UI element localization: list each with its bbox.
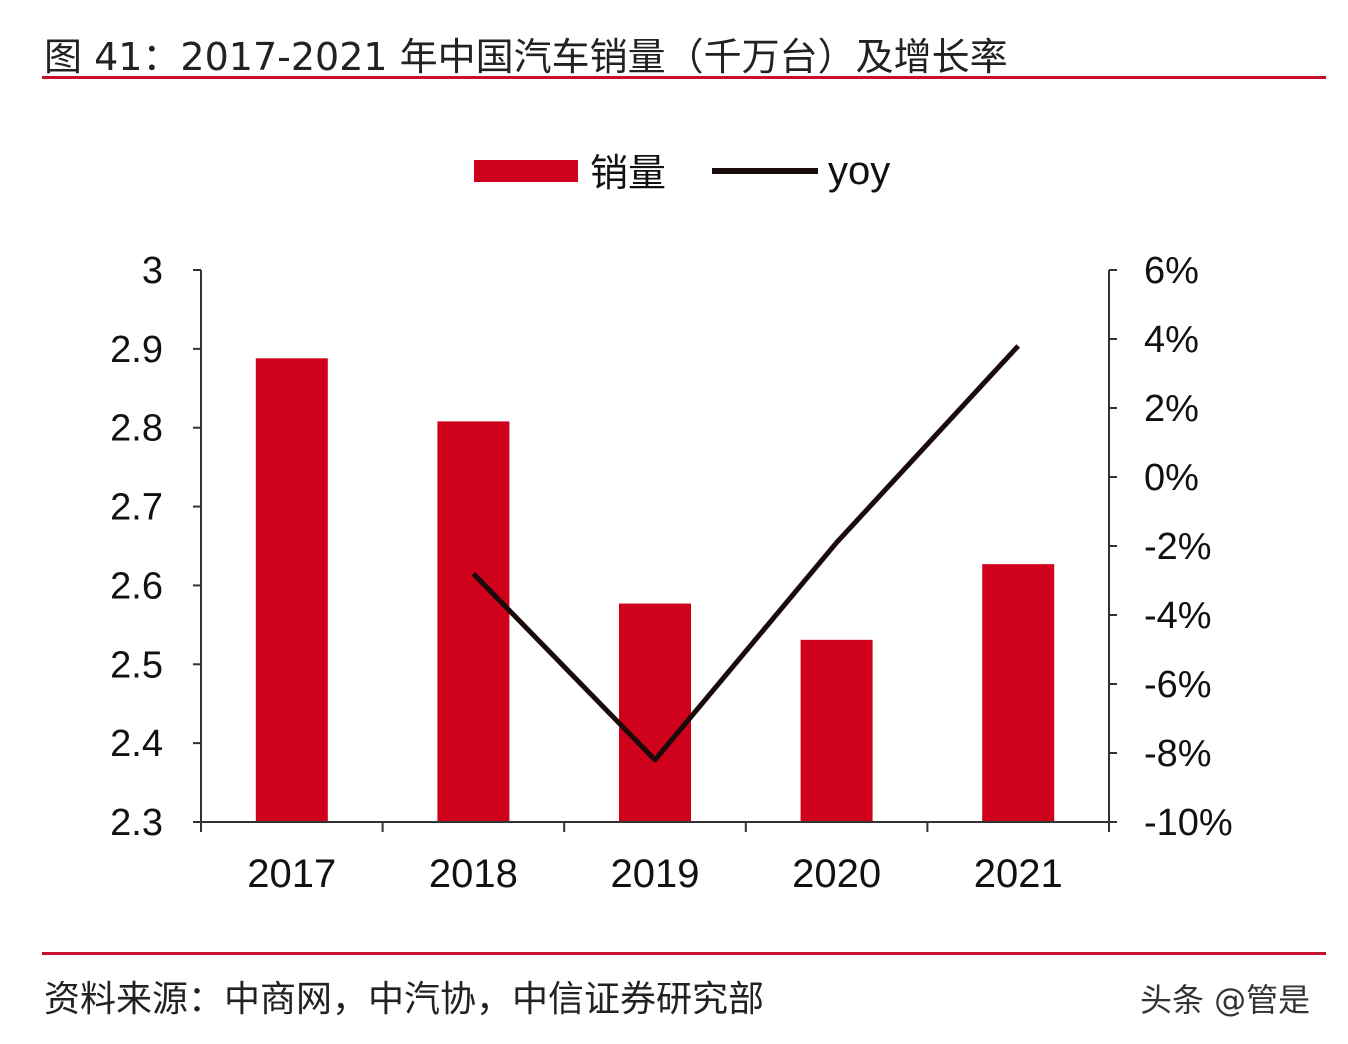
yoy-line [471, 344, 1021, 763]
left-tick-label: 2.9 [110, 329, 163, 371]
left-tick-label: 2.4 [110, 723, 163, 765]
right-tick-label: 6% [1144, 250, 1199, 292]
bar-2018 [437, 421, 510, 822]
right-tick-label: -10% [1144, 802, 1233, 844]
bottom-divider [42, 952, 1326, 955]
left-tick-label: 2.7 [110, 487, 163, 529]
right-tick-label: 4% [1144, 319, 1199, 361]
chart-title: 图 41：2017-2021 年中国汽车销量（千万台）及增长率 [44, 35, 1008, 79]
x-tick-label: 2020 [792, 852, 881, 896]
x-tick-label: 2021 [974, 852, 1063, 896]
right-tick-label: -4% [1144, 595, 1212, 637]
watermark: 头条 @管是 [1140, 981, 1311, 1019]
left-tick-label: 2.3 [110, 802, 163, 844]
left-tick-label: 2.8 [110, 408, 163, 450]
bar-2021 [982, 564, 1055, 822]
left-tick-label: 2.5 [110, 644, 163, 686]
legend-bar-swatch [474, 160, 578, 182]
right-tick-label: -6% [1144, 664, 1212, 706]
x-tick-label: 2018 [429, 852, 518, 896]
right-tick-label: -8% [1144, 733, 1212, 775]
right-tick-label: -2% [1144, 526, 1212, 568]
right-tick-label: 0% [1144, 457, 1199, 499]
bar-2020 [800, 639, 873, 822]
x-tick-label: 2017 [247, 852, 336, 896]
bar-2019 [619, 603, 691, 822]
source-note: 资料来源：中商网，中汽协，中信证券研究部 [44, 979, 765, 1020]
bar-2017 [255, 358, 328, 822]
legend-bar-label: 销量 [590, 153, 666, 195]
left-tick-label: 2.6 [110, 565, 163, 607]
right-tick-label: 2% [1144, 388, 1199, 430]
left-tick-label: 3 [142, 250, 163, 292]
legend-line-label: yoy [828, 149, 890, 193]
top-divider [42, 76, 1326, 79]
x-tick-label: 2019 [611, 852, 700, 896]
